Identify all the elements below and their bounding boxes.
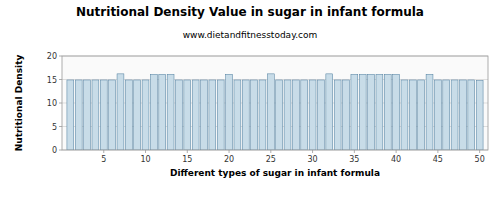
plot-area [62, 56, 488, 150]
bar [368, 74, 375, 150]
bar [426, 74, 433, 150]
bar [167, 74, 174, 150]
x-tick [396, 150, 397, 153]
y-tick-label: 0 [52, 146, 57, 155]
bar [92, 80, 99, 150]
x-axis-label: Different types of sugar in infant formu… [170, 168, 380, 178]
bar [117, 74, 124, 150]
x-tick [270, 150, 271, 153]
x-tick-label: 15 [182, 155, 192, 164]
bar [401, 80, 408, 150]
x-tick-label: 45 [433, 155, 443, 164]
bar [251, 80, 258, 150]
bar [150, 74, 157, 150]
bar [443, 80, 450, 150]
bar [234, 80, 241, 150]
title: Nutritional Density Value in sugar in in… [76, 5, 424, 19]
bar [184, 80, 191, 150]
bar [226, 74, 233, 150]
x-tick-label: 30 [307, 155, 317, 164]
x-tick [437, 150, 438, 153]
y-axis-label: Nutritional Density [14, 55, 24, 152]
bar [201, 80, 208, 150]
bar [351, 74, 358, 150]
bar [276, 80, 283, 150]
subtitle: www.dietandfitnesstoday.com [183, 30, 318, 40]
bar [267, 74, 274, 150]
x-tick [145, 150, 146, 153]
y-tick [59, 56, 62, 57]
bar [100, 80, 107, 150]
chart: 0 5 10 15 20 5 10 15 20 25 30 35 40 45 50 Different typ… [0, 0, 500, 200]
bar [259, 80, 266, 150]
bars [67, 74, 483, 150]
bar [476, 80, 483, 150]
bar [284, 80, 291, 150]
bar [468, 80, 475, 150]
bar [109, 80, 116, 150]
x-tick [103, 150, 104, 153]
bar [393, 74, 400, 150]
bar [75, 80, 82, 150]
bar [67, 80, 74, 150]
x-tick [312, 150, 313, 153]
y-tick [59, 79, 62, 80]
y-tick [59, 126, 62, 127]
frame [62, 56, 488, 150]
y-tick-label: 10 [47, 99, 57, 108]
bar [418, 80, 425, 150]
x-tick-label: 40 [391, 155, 401, 164]
bar [176, 80, 183, 150]
x-tick [354, 150, 355, 153]
x-tick-label: 20 [224, 155, 234, 164]
bar [217, 80, 224, 150]
x-tick-label: 5 [101, 155, 106, 164]
bar [292, 80, 299, 150]
bar [460, 80, 467, 150]
bar [159, 74, 166, 150]
bar [209, 80, 216, 150]
bar [309, 80, 316, 150]
bar [359, 74, 366, 150]
bar [84, 80, 91, 150]
bar [451, 80, 458, 150]
bar [192, 80, 199, 150]
bar [318, 80, 325, 150]
bar [376, 74, 383, 150]
x-tick [187, 150, 188, 153]
bar [134, 80, 141, 150]
y-tick [59, 103, 62, 104]
bar [334, 80, 341, 150]
bar [125, 80, 132, 150]
bar [326, 74, 333, 150]
x-tick-label: 35 [349, 155, 359, 164]
bar [384, 74, 391, 150]
bar [409, 80, 416, 150]
x-tick-label: 25 [266, 155, 276, 164]
y-tick-label: 20 [47, 52, 57, 61]
bar [343, 80, 350, 150]
bar [242, 80, 249, 150]
x-tick [479, 150, 480, 153]
bar [434, 80, 441, 150]
bar [142, 80, 149, 150]
x-tick-label: 10 [140, 155, 150, 164]
x-tick-label: 50 [475, 155, 485, 164]
y-tick-label: 15 [47, 76, 57, 85]
x-tick [229, 150, 230, 153]
y-tick-label: 5 [52, 123, 57, 132]
y-tick [59, 150, 62, 151]
bar [301, 80, 308, 150]
